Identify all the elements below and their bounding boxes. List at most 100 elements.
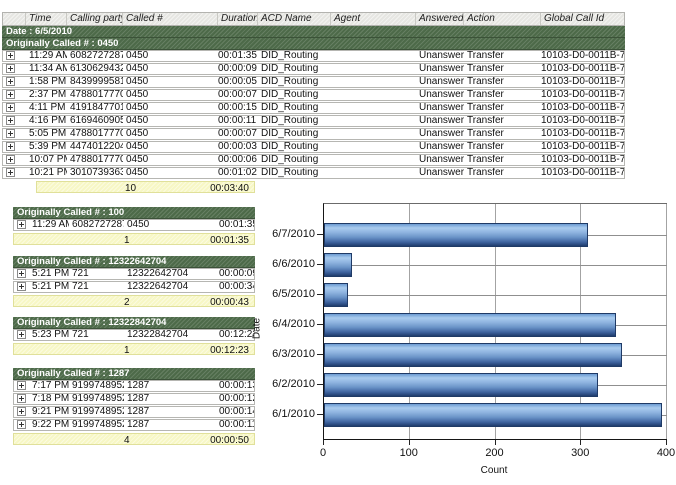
group-summary-row: 1 00:01:35 xyxy=(13,233,255,246)
expand-cell xyxy=(3,141,26,152)
group-summary-row: 2 00:00:43 xyxy=(13,295,255,308)
calling-party-cell: 9199748952 xyxy=(72,381,124,391)
expand-plus-icon[interactable] xyxy=(6,63,15,73)
acd-name-cell: DID_Routing xyxy=(261,142,319,152)
y-axis-tick xyxy=(317,264,323,265)
answered-cell: Unanswered xyxy=(419,116,464,126)
x-tick-label: 200 xyxy=(485,447,504,459)
y-axis-tick xyxy=(317,294,323,295)
called-cell: 0450 xyxy=(126,168,149,178)
y-axis-tick xyxy=(317,234,323,235)
duration-cell: 00:00:05 xyxy=(218,77,257,87)
expand-cell xyxy=(14,406,29,417)
duration-cell: 00:12:23 xyxy=(219,330,254,340)
expand-cell xyxy=(3,89,26,100)
expand-plus-icon[interactable] xyxy=(6,76,15,86)
expand-plus-icon[interactable] xyxy=(6,50,15,60)
col-header-acd-name: ACD Name xyxy=(258,13,331,25)
call-row: 11:29 AM 6082727287 0450 00:01:35 xyxy=(13,219,255,231)
expand-plus-icon[interactable] xyxy=(6,154,15,164)
summary-count: 2 xyxy=(124,297,130,308)
expand-plus-icon[interactable] xyxy=(6,89,15,99)
expand-plus-icon[interactable] xyxy=(17,329,26,339)
expand-plus-icon[interactable] xyxy=(6,115,15,125)
answered-cell: Unanswered xyxy=(419,103,464,113)
y-axis-tick xyxy=(317,414,323,415)
time-cell: 2:37 PM xyxy=(29,90,67,100)
time-cell: 7:17 PM xyxy=(32,381,69,391)
calling-party-cell: 9199748952 xyxy=(72,420,124,430)
col-header-agent: Agent xyxy=(331,13,416,25)
main-rows: 11:29 AM 6082727287 0450 00:01:35 DID_Ro… xyxy=(2,50,625,179)
x-axis-tick xyxy=(580,440,582,445)
call-detail-report: Time Calling party # Called # Duration A… xyxy=(2,12,625,194)
action-cell: Transfer xyxy=(467,51,504,61)
summary-count: 1 xyxy=(124,235,130,246)
call-row: 2:37 PM 4788017770 0450 00:00:07 DID_Rou… xyxy=(2,89,625,101)
time-cell: 10:07 PM xyxy=(29,155,67,165)
time-cell: 9:21 PM xyxy=(32,407,69,417)
chart-bar xyxy=(324,403,662,427)
x-axis-tick xyxy=(666,440,667,445)
expand-plus-icon[interactable] xyxy=(6,141,15,151)
y-tick-label: 6/1/2010 xyxy=(272,408,315,420)
expand-cell xyxy=(14,419,29,430)
time-cell: 5:21 PM xyxy=(32,269,69,279)
expand-plus-icon[interactable] xyxy=(17,281,26,291)
x-tick-label: 300 xyxy=(571,447,590,459)
y-axis-tick xyxy=(317,354,323,355)
chart-bar xyxy=(324,223,589,247)
action-cell: Transfer xyxy=(467,168,504,178)
x-axis-tick xyxy=(408,440,410,445)
call-row: 5:21 PM 721 12322642704 00:00:34 xyxy=(13,281,255,293)
action-cell: Transfer xyxy=(467,116,504,126)
time-cell: 10:21 PM xyxy=(29,168,67,178)
expand-plus-icon[interactable] xyxy=(6,128,15,138)
call-row: 5:23 PM 721 12322842704 00:12:23 xyxy=(13,329,255,341)
time-cell: 1:58 PM xyxy=(29,77,67,87)
group-table-1287: Originally Called # : 1287 7:17 PM 91997… xyxy=(13,368,255,446)
acd-name-cell: DID_Routing xyxy=(261,90,319,100)
group-summary-row: 1 00:12:23 xyxy=(13,343,255,356)
col-header-time: Time xyxy=(26,13,67,25)
y-tick-label: 6/5/2010 xyxy=(272,288,315,300)
expand-cell xyxy=(3,76,26,87)
duration-cell: 00:00:11 xyxy=(218,116,257,126)
time-cell: 11:34 AM xyxy=(29,64,67,74)
expand-plus-icon[interactable] xyxy=(6,167,15,177)
expand-plus-icon[interactable] xyxy=(17,406,26,416)
global-call-id-cell: 10103-D0-0011B-76F xyxy=(541,64,624,74)
group-summary-row: 10 00:03:40 xyxy=(36,181,255,194)
answered-cell: Unanswered xyxy=(419,51,464,61)
global-call-id-cell: 10103-D0-0011B-771 xyxy=(541,90,624,100)
called-cell: 12322642704 xyxy=(127,282,189,292)
group-table-100: Originally Called # : 100 11:29 AM 60827… xyxy=(13,207,255,246)
calling-party-cell: 6169460905 xyxy=(70,116,123,126)
called-cell: 12322842704 xyxy=(127,330,189,340)
answered-cell: Unanswered xyxy=(419,64,464,74)
duration-cell: 00:00:07 xyxy=(218,90,257,100)
global-call-id-cell: 10103-D0-0011B-773 xyxy=(541,116,624,126)
expand-cell xyxy=(14,329,29,340)
expand-plus-icon[interactable] xyxy=(6,102,15,112)
group-summary-row: 4 00:00:50 xyxy=(13,433,255,446)
calling-party-cell: 721 xyxy=(72,330,89,340)
x-axis-tick xyxy=(494,440,496,445)
duration-cell: 00:00:13 xyxy=(219,381,254,391)
expand-plus-icon[interactable] xyxy=(17,380,26,390)
duration-cell: 00:00:06 xyxy=(218,155,257,165)
answered-cell: Unanswered xyxy=(419,168,464,178)
chart-bar xyxy=(324,283,348,307)
originally-called-band: Originally Called # : 100 xyxy=(13,207,255,219)
called-cell: 0450 xyxy=(127,220,150,230)
expand-cell xyxy=(14,219,29,230)
expand-cell xyxy=(3,154,26,165)
time-cell: 4:16 PM xyxy=(29,116,67,126)
expand-plus-icon[interactable] xyxy=(17,419,26,429)
expand-plus-icon[interactable] xyxy=(17,268,26,278)
expand-plus-icon[interactable] xyxy=(17,393,26,403)
y-tick-label: 6/6/2010 xyxy=(272,258,315,270)
expand-cell xyxy=(14,281,29,292)
expand-plus-icon[interactable] xyxy=(17,219,26,229)
